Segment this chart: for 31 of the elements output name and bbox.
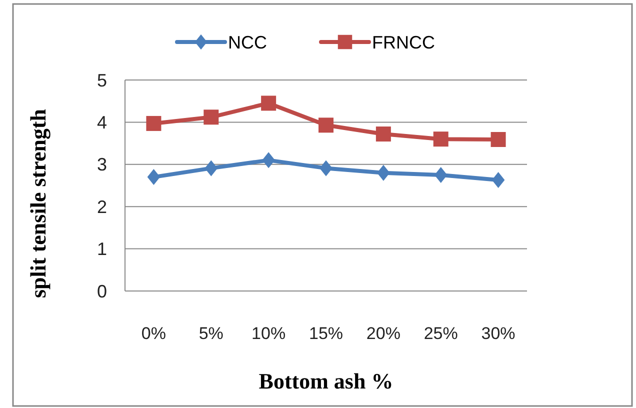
x-tick-label: 25% — [424, 324, 458, 343]
x-tick-label: 0% — [141, 324, 166, 343]
point — [492, 172, 505, 188]
x-tick-label: 20% — [366, 324, 400, 343]
point — [490, 132, 506, 147]
y-tick-label: 2 — [96, 196, 107, 217]
point — [261, 96, 276, 111]
legend-label: FRNCC — [372, 32, 435, 52]
point — [433, 132, 448, 147]
point — [377, 164, 390, 181]
point — [318, 118, 334, 133]
x-tick-label: 5% — [198, 324, 224, 343]
y-tick-label: 5 — [96, 70, 107, 90]
x-axis-title: Bottom ash % — [258, 368, 394, 394]
point — [204, 110, 219, 125]
y-tick-label: 4 — [96, 112, 107, 132]
point — [376, 126, 391, 142]
point — [147, 169, 160, 186]
point — [320, 160, 332, 176]
point — [146, 116, 162, 131]
point — [434, 166, 448, 183]
point — [262, 152, 275, 168]
x-tick-label: 10% — [252, 324, 286, 343]
legend-label: NCC — [228, 32, 267, 52]
x-tick-label: 30% — [481, 324, 516, 343]
y-tick-label: 1 — [96, 239, 107, 260]
y-tick-label: 3 — [96, 154, 107, 175]
point — [204, 160, 218, 176]
y-axis-title: split tensile strength — [26, 108, 51, 298]
y-tick-label: 0 — [96, 281, 107, 302]
x-tick-label: 15% — [308, 324, 344, 343]
